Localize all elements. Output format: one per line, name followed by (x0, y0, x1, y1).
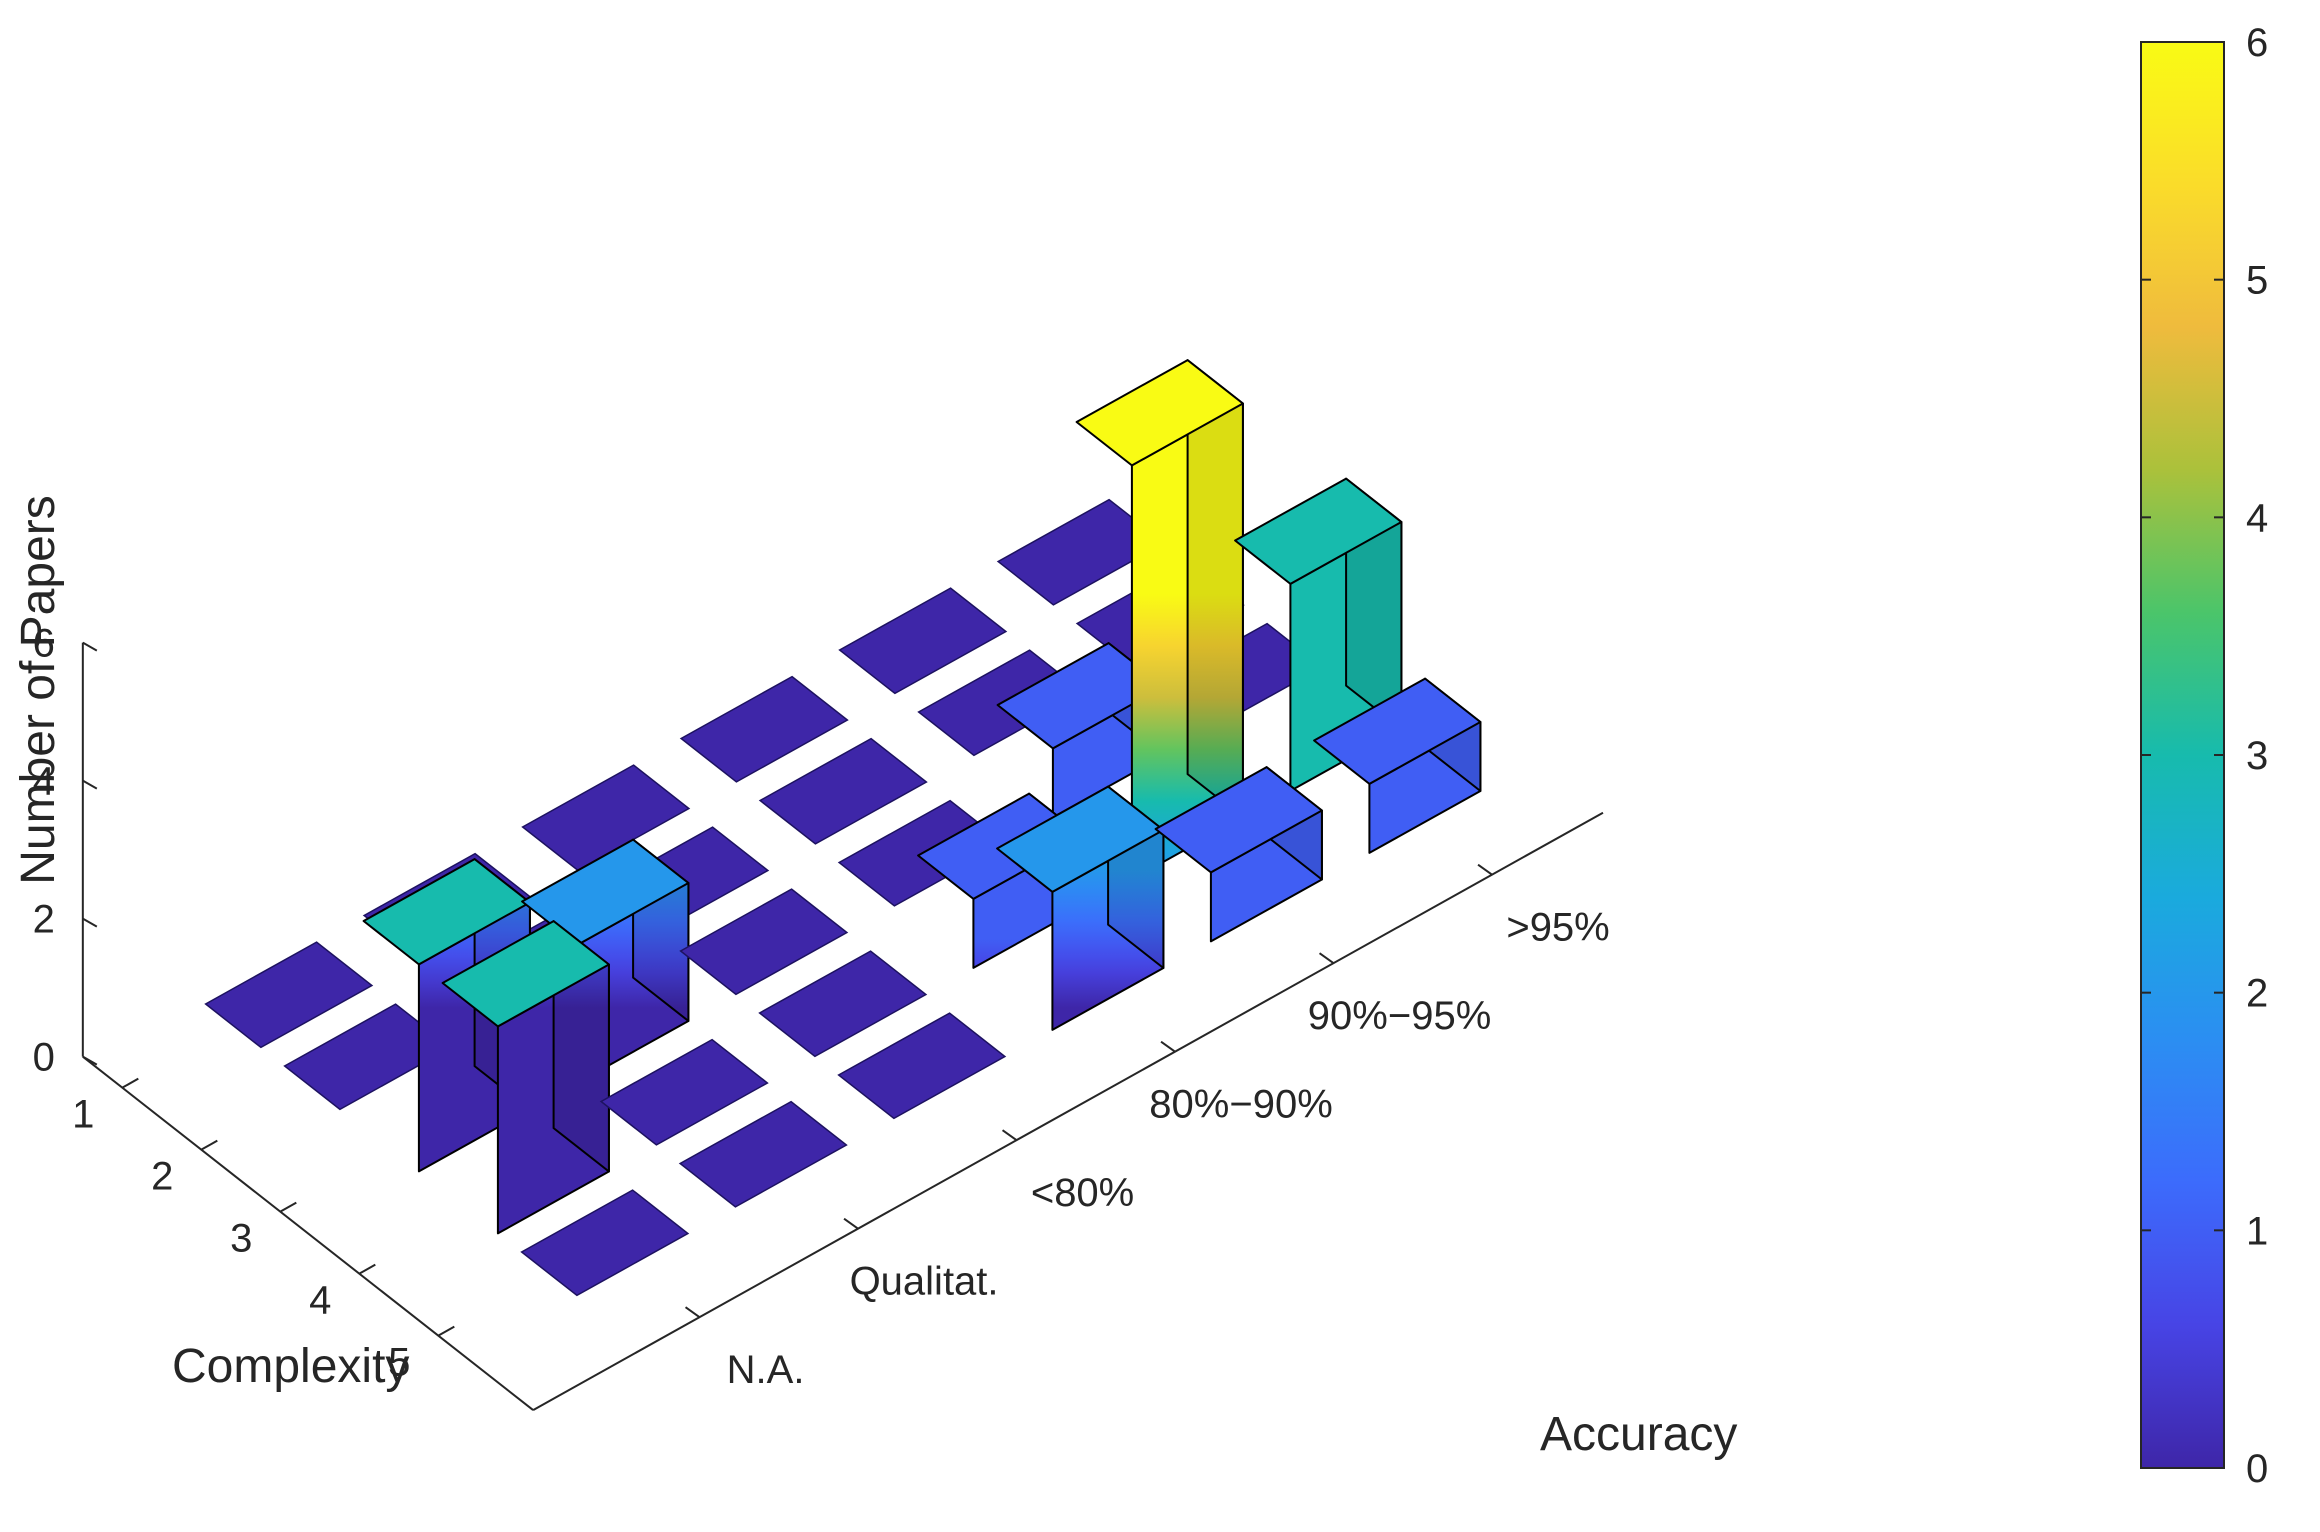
z-tick-label: 0 (33, 1036, 55, 1080)
bar (441, 920, 610, 1235)
y-tick-label: 5 (388, 1341, 410, 1385)
colorbar-tick-label: 4 (2246, 496, 2268, 540)
bar (1234, 477, 1403, 792)
bar (678, 1100, 848, 1208)
colorbar-tick-label: 1 (2246, 1209, 2268, 1253)
y-axis-line (82, 1055, 534, 1411)
bar (1313, 677, 1482, 854)
z-tick-mark (82, 917, 98, 928)
y-tick-label: 3 (230, 1217, 252, 1261)
z-tick-label: 2 (33, 898, 55, 942)
z-tick-label: 4 (33, 760, 55, 804)
bar (758, 737, 928, 845)
x-tick-mark (1160, 1040, 1176, 1053)
bar (521, 764, 691, 872)
y-tick-label: 2 (151, 1155, 173, 1199)
x-tick-label: <80% (1031, 1171, 1134, 1215)
y-tick-label: 4 (309, 1279, 331, 1323)
z-tick-mark (82, 779, 98, 790)
x-tick-mark (1001, 1129, 1018, 1141)
colorbar-tick-label: 3 (2246, 734, 2268, 778)
x-tick-label: Qualitat. (850, 1260, 999, 1304)
colorbar-tick-label: 6 (2246, 21, 2268, 65)
xlabel: Accuracy (1540, 1408, 1737, 1461)
y-tick-mark (279, 1201, 297, 1213)
bar (1154, 766, 1323, 943)
y-tick-mark (121, 1077, 139, 1089)
x-tick-mark (843, 1217, 859, 1230)
axis-labels: Number of Papers Complexity Accuracy (12, 495, 1737, 1461)
colorbar: 0 1 2 3 4 5 6 (2140, 21, 2268, 1491)
colorbar-tick-label: 5 (2246, 259, 2268, 303)
x-tick-label: 80%−90% (1149, 1083, 1332, 1127)
bar (599, 1038, 769, 1146)
y-tick-mark (200, 1139, 218, 1151)
bar (996, 785, 1165, 1031)
z-tick-label: 6 (33, 622, 55, 666)
x-tick-mark (1477, 863, 1493, 876)
bar (204, 941, 374, 1049)
colorbar-tick-label: 0 (2246, 1447, 2268, 1491)
y-tick-mark (358, 1263, 376, 1275)
bar (520, 1189, 690, 1297)
zlabel: Number of Papers (12, 495, 65, 885)
y-tick-mark (437, 1325, 455, 1337)
x-tick-label: 90%−95% (1308, 994, 1491, 1038)
x-tick-label: N.A. (727, 1348, 805, 1392)
bar (758, 950, 928, 1058)
colorbar-gradient (2140, 41, 2225, 1469)
x-axis-line (532, 811, 1604, 1411)
z-tick-mark (82, 1055, 98, 1066)
colorbar-tick-label: 2 (2246, 972, 2268, 1016)
ylabel: Complexity (172, 1340, 409, 1393)
y-tick-label: 1 (72, 1093, 94, 1137)
bar (837, 1012, 1007, 1120)
bar (1075, 359, 1244, 881)
bars (204, 359, 1482, 1297)
bar (679, 675, 849, 783)
x-tick-mark (1318, 952, 1335, 964)
x-tick-mark (684, 1306, 701, 1318)
z-tick-mark (82, 641, 98, 652)
x-tick-label: >95% (1506, 906, 1609, 950)
bar (838, 587, 1008, 695)
bar (679, 888, 849, 996)
axes: 0 2 4 6 1 2 3 4 5 N.A. Qualitat. <80% 80%−90% 90%−95%… (33, 622, 1610, 1411)
